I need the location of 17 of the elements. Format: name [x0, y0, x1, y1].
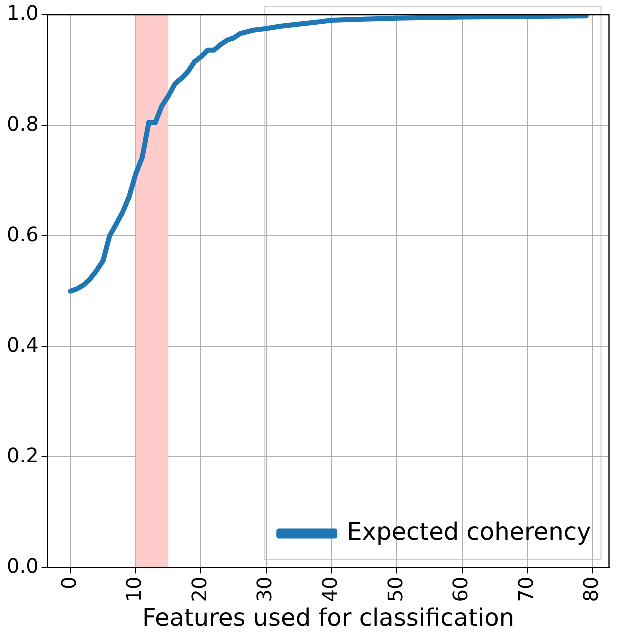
x-tick-label: 70	[514, 576, 538, 602]
legend-label: Expected coherency	[347, 518, 592, 546]
y-tick-label: 0.2	[6, 443, 39, 468]
x-tick-label: 10	[122, 576, 146, 602]
x-tick-label: 50	[383, 576, 408, 602]
y-tick-label: 0.8	[6, 112, 39, 136]
x-tick-label: 60	[448, 576, 473, 602]
x-axis-title: Features used for classification	[142, 604, 515, 632]
x-tick-label: 80	[579, 576, 604, 602]
y-tick-label: 0.0	[6, 554, 39, 578]
x-tick-label: 40	[318, 576, 342, 602]
y-tick-label: 0.4	[6, 332, 39, 357]
x-tick-label: 30	[252, 576, 277, 602]
x-tick-label: 20	[187, 576, 212, 602]
x-tick-label: 0	[56, 576, 81, 590]
y-tick-label: 0.6	[6, 222, 39, 246]
y-tick-label: 1.0	[6, 1, 39, 26]
